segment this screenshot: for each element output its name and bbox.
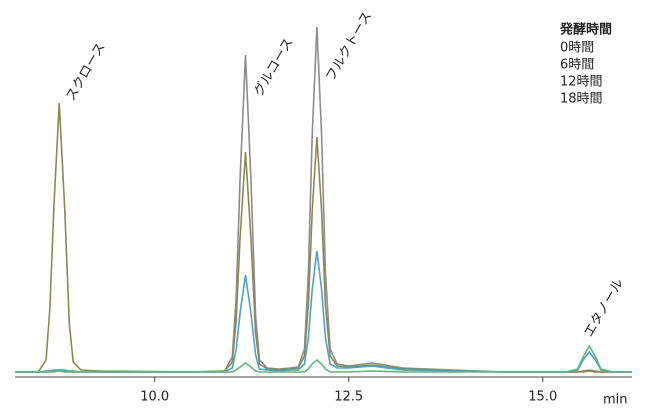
x-tick-label: 15.0 [528, 390, 557, 405]
x-tick-label: 12.5 [334, 390, 363, 405]
legend-title: 発酵時間 [559, 22, 612, 38]
x-tick-label: 10.0 [140, 390, 169, 405]
legend-entry: 18時間 [560, 92, 603, 107]
x-axis-label: min [603, 393, 628, 408]
legend-entry: 12時間 [560, 75, 603, 90]
legend-entry: 0時間 [560, 41, 594, 56]
legend-entry: 6時間 [560, 58, 594, 73]
series-line [15, 344, 632, 373]
